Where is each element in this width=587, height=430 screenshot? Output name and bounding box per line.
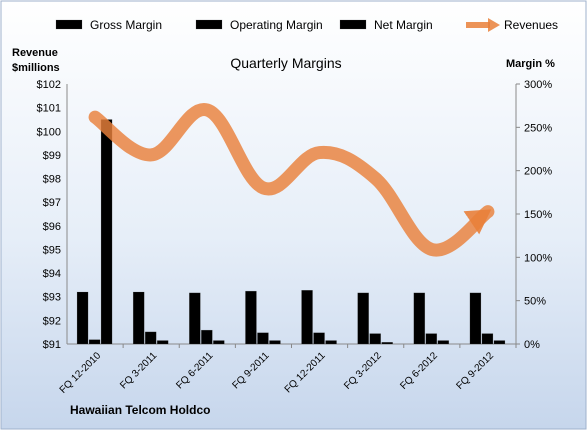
operating-margin-bar	[313, 332, 325, 345]
gross-margin-bar	[245, 290, 257, 345]
left-axis-tick-label: $102	[37, 79, 61, 91]
revenues-line	[88, 103, 495, 257]
operating-margin-bar	[201, 329, 213, 345]
gross-margin-legend-swatch	[55, 19, 83, 30]
left-axis-tick-label: $92	[43, 315, 61, 327]
left-axis-tick-label: $95	[43, 244, 61, 256]
left-axis-tick-label: $94	[43, 268, 61, 280]
right-axis-tick-label: 50%	[524, 296, 546, 308]
revenues-legend-label: Revenues	[504, 18, 558, 32]
right-axis-label: Margin %	[506, 58, 555, 70]
left-axis-tick-label: $91	[43, 339, 61, 351]
chart-title: Quarterly Margins	[230, 55, 341, 71]
net-margin-bar	[269, 340, 281, 345]
left-axis-tick-label: $101	[37, 103, 61, 115]
net-margin-bar	[156, 340, 169, 345]
right-axis-tick-label: 250%	[524, 122, 552, 134]
net-margin-bar	[493, 340, 506, 345]
operating-margin-bar	[481, 333, 494, 345]
net-margin-bar	[381, 342, 393, 345]
revenues-point	[262, 187, 265, 190]
right-axis-tick-label: 300%	[524, 79, 552, 91]
net-margin-legend-label: Net Margin	[374, 18, 433, 32]
gross-margin-legend-label: Gross Margin	[90, 18, 162, 32]
left-axis-tick-label: $97	[43, 197, 61, 209]
right-axis-tick-label: 150%	[524, 209, 552, 221]
gross-margin-bar	[301, 290, 313, 345]
right-axis-tick-label: 100%	[524, 252, 552, 264]
gross-margin-bar	[469, 292, 482, 345]
revenues-point	[150, 153, 153, 156]
left-axis-tick-label: $98	[43, 174, 61, 186]
operating-margin-bar	[144, 331, 157, 345]
gross-margin-bar	[132, 291, 145, 345]
revenues-point	[318, 151, 321, 154]
net-margin-bar	[437, 340, 450, 345]
net-margin-bar	[100, 119, 113, 345]
revenues-point	[486, 210, 489, 213]
operating-margin-bar	[257, 332, 269, 345]
left-axis-label: Revenue $millions	[12, 47, 61, 74]
gross-margin-bar	[76, 291, 89, 345]
revenues-point	[430, 248, 433, 251]
right-axis-tick-label: 200%	[524, 166, 552, 178]
left-axis-label-line-2: $millions	[12, 62, 60, 74]
operating-margin-bar	[425, 333, 438, 345]
net-margin-legend-swatch	[339, 19, 367, 30]
operating-margin-legend-label: Operating Margin	[230, 18, 323, 32]
left-axis-tick-label: $96	[43, 221, 61, 233]
net-margin-bar	[213, 340, 225, 345]
revenues-point	[206, 109, 209, 112]
legend: Gross Margin Operating Margin Net Margin Re…	[55, 18, 558, 32]
left-axis-tick-label: $93	[43, 292, 61, 304]
left-axis-tick-label: $99	[43, 150, 61, 162]
gross-margin-bar	[413, 292, 426, 345]
gross-margin-bar	[357, 292, 369, 345]
revenues-point	[94, 116, 97, 119]
right-axis-tick-label: 0%	[524, 339, 540, 351]
revenues-point	[374, 177, 377, 180]
footer-text: Hawaiian Telcom Holdco	[70, 403, 210, 417]
gross-margin-bar	[189, 292, 201, 345]
operating-margin-bar	[369, 333, 381, 345]
revenues-legend-swatch-arrow	[488, 18, 500, 32]
left-axis-label-line-1: Revenue	[12, 47, 58, 59]
left-axis-tick-label: $100	[37, 126, 61, 138]
net-margin-bar	[325, 340, 337, 345]
operating-margin-legend-swatch	[195, 19, 223, 30]
operating-margin-bar	[88, 339, 101, 345]
